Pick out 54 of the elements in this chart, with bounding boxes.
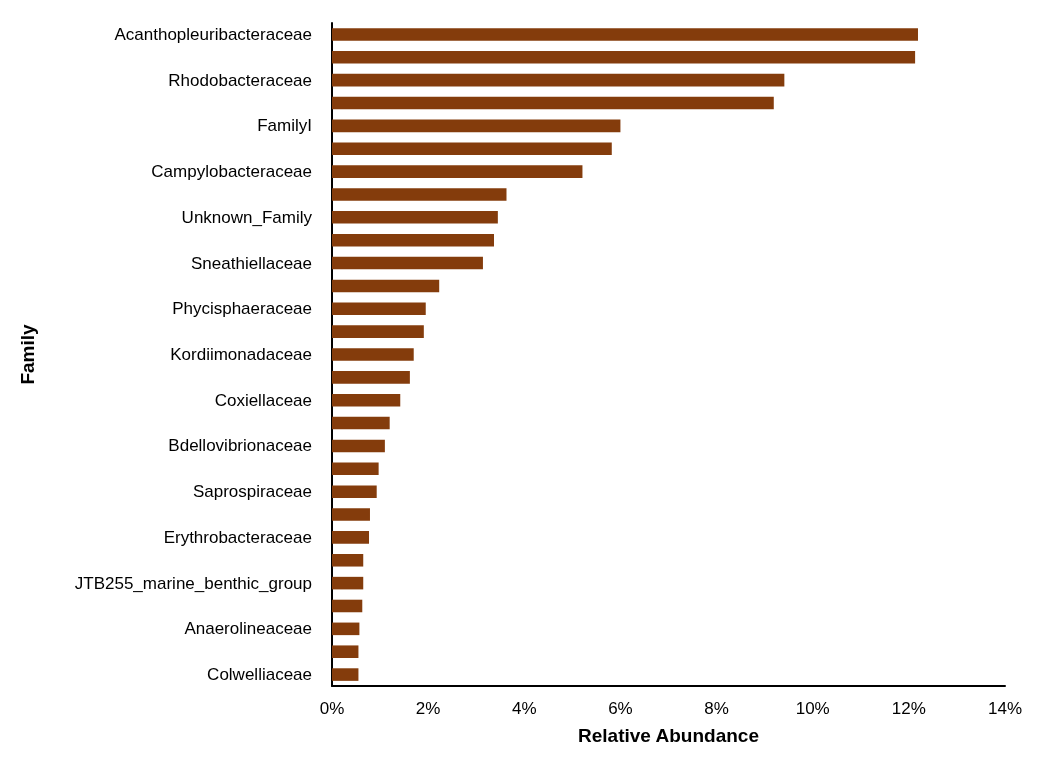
- y-tick-label: JTB255_marine_benthic_group: [74, 573, 312, 593]
- bar: [332, 348, 414, 361]
- bar: [332, 325, 424, 338]
- y-axis-title: Family: [17, 323, 38, 385]
- bar: [332, 645, 359, 658]
- x-axis-title: Relative Abundance: [578, 725, 759, 746]
- y-tick-label: Unknown_Family: [181, 207, 313, 227]
- x-tick-label: 14%: [987, 699, 1023, 718]
- y-tick-label: Kordiimonadaceae: [170, 345, 312, 364]
- y-tick-label: Coxiellaceae: [214, 390, 312, 410]
- bar: [332, 622, 360, 636]
- bar: [332, 393, 401, 407]
- y-tick-label: Acanthopleuribacteraceae: [114, 24, 312, 44]
- bar: [332, 279, 440, 293]
- bar: [332, 302, 426, 316]
- x-tick-label: 12%: [891, 699, 926, 718]
- bar: [332, 668, 359, 681]
- bar: [332, 553, 364, 567]
- bar: [332, 508, 370, 521]
- bar: [332, 256, 483, 270]
- y-tick-label: Saprospiraceae: [192, 482, 312, 502]
- y-tick-label: Erythrobacteraceae: [163, 527, 312, 547]
- bar: [332, 96, 774, 110]
- bar: [332, 28, 918, 41]
- bar: [332, 233, 494, 247]
- bar: [332, 51, 916, 64]
- bar: [332, 119, 621, 133]
- bar: [332, 462, 379, 476]
- bar: [332, 531, 370, 544]
- x-tick-label: 10%: [795, 699, 830, 718]
- bar: [332, 416, 390, 430]
- bar: [332, 211, 498, 224]
- y-tick-label: Phycisphaeraceae: [172, 299, 312, 319]
- bar: [332, 576, 364, 590]
- bar: [332, 439, 385, 453]
- bar: [332, 142, 612, 156]
- y-tick-label: FamilyI: [257, 116, 312, 136]
- bar: [332, 165, 583, 178]
- x-tick-label: 4%: [512, 699, 537, 718]
- y-tick-label: Campylobacteraceae: [151, 162, 312, 182]
- x-tick-label: 2%: [415, 699, 441, 718]
- x-tick-label: 8%: [704, 699, 729, 718]
- bar: [332, 73, 785, 87]
- y-tick-label: Colwelliaceae: [207, 665, 312, 685]
- bar: [332, 599, 363, 613]
- bar: [332, 485, 377, 498]
- x-tick-label: 6%: [608, 699, 633, 718]
- y-tick-label: Rhodobacteraceae: [168, 70, 312, 90]
- bar: [332, 188, 507, 201]
- y-tick-label: Bdellovibrionaceae: [168, 436, 312, 456]
- x-tick-label: 0%: [319, 699, 345, 718]
- y-tick-label: Sneathiellaceae: [191, 253, 312, 273]
- y-tick-label: Anaerolineaceae: [184, 619, 312, 639]
- bar: [332, 371, 410, 384]
